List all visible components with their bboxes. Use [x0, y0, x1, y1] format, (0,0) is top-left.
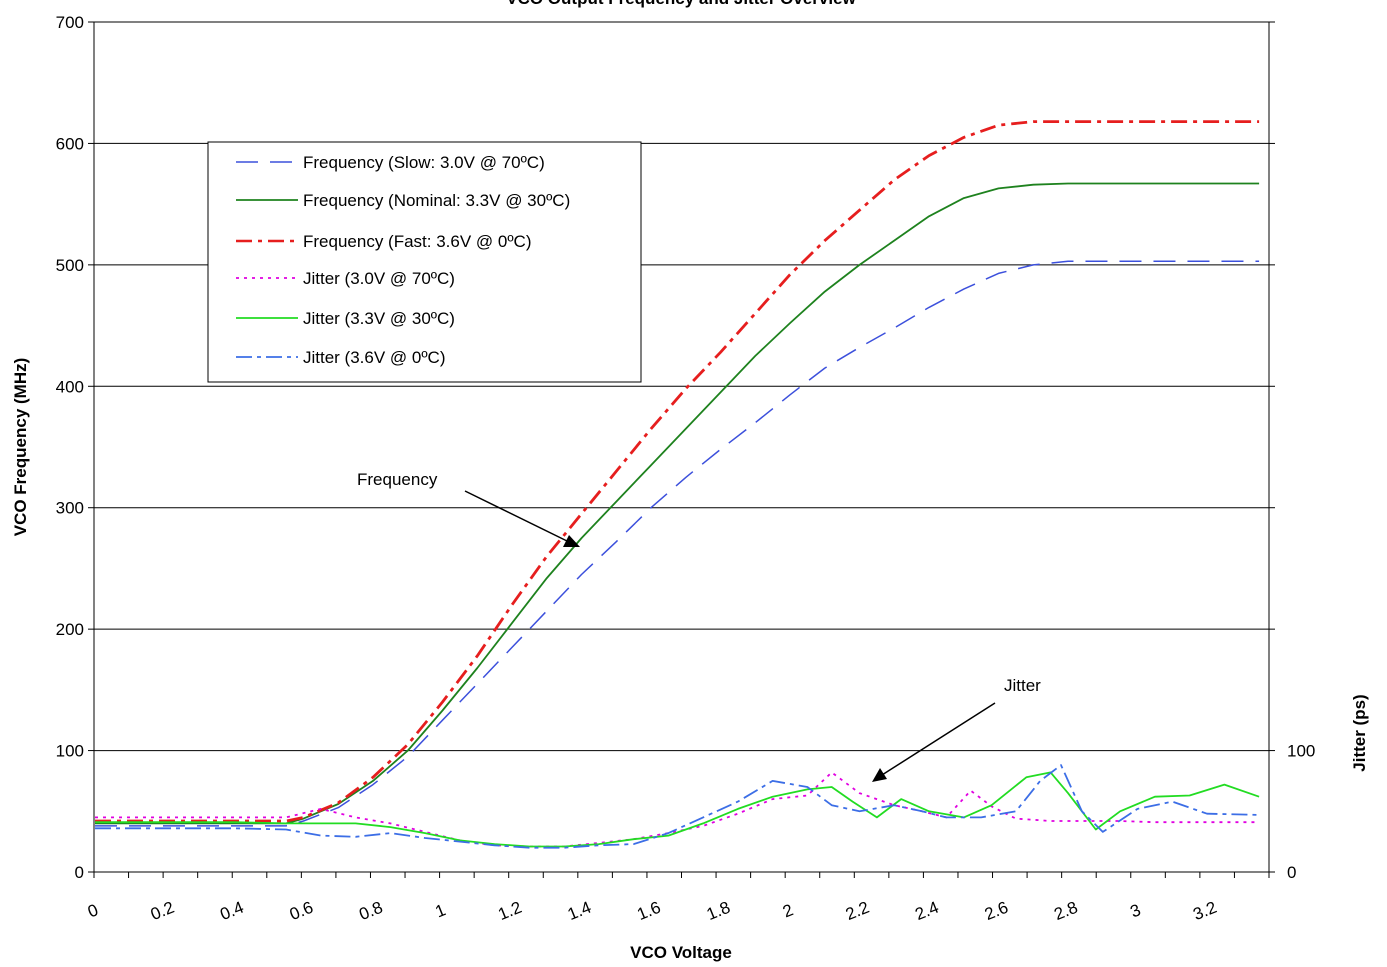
- legend-label-0: Frequency (Slow: 3.0V @ 70ºC): [303, 153, 545, 172]
- series-line-4: [95, 771, 1260, 848]
- jitter-annotation-arrow: [881, 702, 996, 776]
- legend-label-5: Jitter (3.6V @ 0ºC): [303, 348, 446, 367]
- y-tick-label: 400: [56, 377, 84, 396]
- y2-axis-title: Jitter (ps): [1350, 694, 1369, 771]
- jitter-annotation-label: Jitter: [1004, 676, 1041, 695]
- x-tick-label: 0.8: [356, 898, 385, 924]
- legend-label-4: Jitter (3.3V @ 30ºC): [303, 309, 455, 328]
- series-layer: [95, 120, 1260, 849]
- x-axis-title: VCO Voltage: [630, 943, 732, 962]
- series-line-0: [95, 260, 1260, 827]
- x-tick-label: 1.4: [565, 898, 594, 924]
- x-tick-label: 0: [85, 900, 101, 921]
- legend: Frequency (Slow: 3.0V @ 70ºC) Frequency (…: [207, 141, 642, 383]
- x-tick-label: 1.2: [495, 898, 524, 924]
- series-line-3: [95, 771, 1260, 848]
- y-tick-label: 300: [56, 499, 84, 518]
- x-tick-label: 3.2: [1190, 898, 1219, 924]
- legend-label-3: Jitter (3.0V @ 70ºC): [303, 269, 455, 288]
- legend-label-1: Frequency (Nominal: 3.3V @ 30ºC): [303, 191, 570, 210]
- y-tick-label: 700: [56, 13, 84, 32]
- x-tick-label: 2.8: [1051, 898, 1080, 924]
- series-line-5: [95, 764, 1260, 849]
- gridlines: [94, 21, 1269, 752]
- x-tick-label: 0.2: [148, 898, 177, 924]
- x-tick-label: 0.4: [217, 898, 246, 924]
- y2-tick-label: 100: [1287, 742, 1315, 761]
- frequency-arrow-head: [563, 535, 580, 547]
- x-tick-label: 2.4: [912, 898, 941, 924]
- y-axis-title: VCO Frequency (MHz): [11, 358, 30, 537]
- legend-box: [207, 141, 642, 383]
- y-tick-label: 0: [75, 863, 84, 882]
- x-tick-label: 2.6: [982, 898, 1011, 924]
- jitter-annotation: Jitter: [872, 676, 1041, 782]
- y-tick-label: 200: [56, 620, 84, 639]
- series-line-1: [95, 182, 1260, 825]
- y-tick-label: 500: [56, 256, 84, 275]
- jitter-arrow-head: [872, 768, 887, 782]
- x-tick-label: 1: [432, 900, 448, 921]
- frequency-annotation-label: Frequency: [357, 470, 438, 489]
- y2-tick-label: 0: [1287, 863, 1296, 882]
- x-tick-label: 0.6: [287, 898, 316, 924]
- x-tick-label: 1.6: [634, 898, 663, 924]
- frequency-annotation: Frequency: [357, 470, 580, 547]
- x-tick-label: 2.2: [843, 898, 872, 924]
- series-line-2: [95, 120, 1260, 823]
- x-tick-label: 1.8: [704, 898, 733, 924]
- x-tick-label: 3: [1127, 900, 1143, 921]
- y-tick-label: 600: [56, 134, 84, 153]
- frequency-annotation-arrow: [464, 490, 568, 542]
- chart-title: VCO Output Frequency and Jitter Overview: [506, 0, 856, 8]
- y-tick-label: 100: [56, 742, 84, 761]
- legend-label-2: Frequency (Fast: 3.6V @ 0ºC): [303, 232, 532, 251]
- x-tick-label: 2: [780, 900, 796, 921]
